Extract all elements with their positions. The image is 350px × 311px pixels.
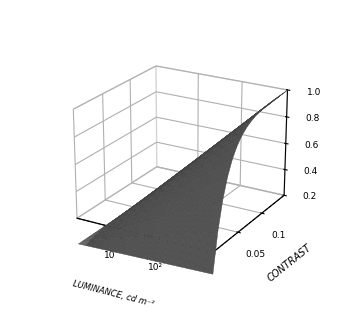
X-axis label: LUMINANCE, cd m⁻²: LUMINANCE, cd m⁻² xyxy=(72,279,155,309)
Y-axis label: CONTRAST: CONTRAST xyxy=(266,243,314,284)
